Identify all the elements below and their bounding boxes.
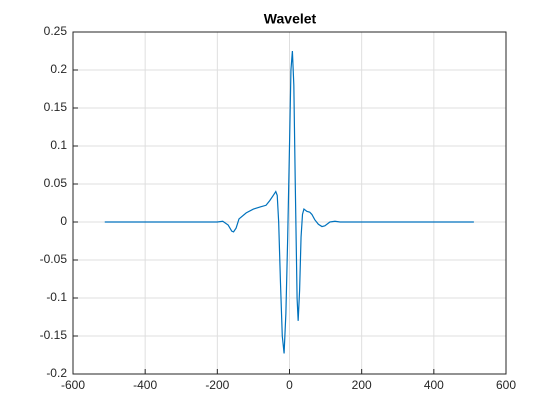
y-tick-label: 0.2 xyxy=(50,62,67,76)
chart-title: Wavelet xyxy=(264,11,317,27)
y-tick-label: 0.25 xyxy=(44,24,68,38)
y-tick-label: -0.2 xyxy=(46,366,67,380)
x-tick-label: 400 xyxy=(424,378,444,392)
x-tick-label: 600 xyxy=(496,378,516,392)
y-tick-label: 0.05 xyxy=(44,176,68,190)
y-tick-label: 0 xyxy=(60,214,67,228)
y-tick-label: -0.15 xyxy=(40,328,68,342)
y-tick-label: -0.05 xyxy=(40,252,68,266)
x-tick-label: -200 xyxy=(205,378,229,392)
x-tick-label: 0 xyxy=(286,378,293,392)
data-line xyxy=(104,50,474,354)
y-tick-label: -0.1 xyxy=(46,290,67,304)
x-tick-label: -400 xyxy=(133,378,157,392)
x-tick-label: 200 xyxy=(352,378,372,392)
y-tick-label: 0.1 xyxy=(50,138,67,152)
y-tick-label: 0.15 xyxy=(44,100,68,114)
plot-frame xyxy=(72,31,507,375)
x-tick-label: -600 xyxy=(61,378,85,392)
